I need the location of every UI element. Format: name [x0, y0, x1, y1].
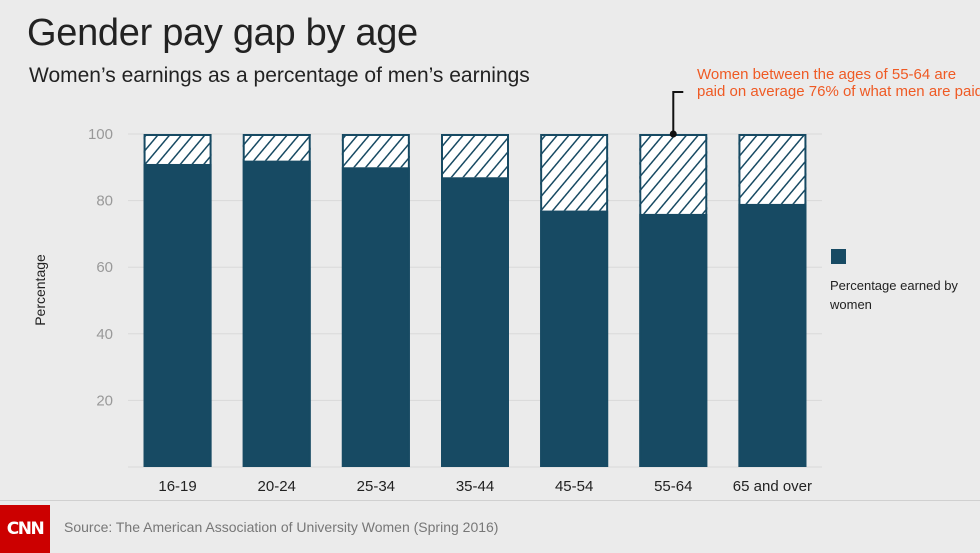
bar-women — [143, 163, 212, 467]
legend-swatch — [831, 249, 846, 264]
x-tick-label: 65 and over — [733, 478, 812, 495]
x-tick-label: 25-34 — [357, 478, 395, 495]
bar-women — [540, 210, 609, 467]
bar-gap-hatch — [242, 134, 311, 161]
x-tick-label: 16-19 — [158, 478, 196, 495]
bar-women — [639, 213, 708, 467]
source-text: Source: The American Association of Univ… — [64, 519, 499, 535]
y-axis-ticks: 20 40 60 80 100 — [88, 126, 113, 409]
bar-outline — [242, 134, 311, 467]
y-tick-label: 100 — [88, 126, 113, 143]
x-tick-label: 55-64 — [654, 478, 692, 495]
x-tick-label: 35-44 — [456, 478, 494, 495]
bar-outline — [143, 134, 212, 467]
bar-outline — [738, 134, 807, 467]
bar-women — [738, 203, 807, 467]
bar-gap-hatch — [738, 134, 807, 204]
y-tick-label: 40 — [96, 326, 113, 343]
bar-women — [341, 167, 410, 468]
bar-gap-hatch — [540, 134, 609, 211]
annotation-dot — [669, 130, 677, 138]
y-tick-label: 80 — [96, 193, 113, 210]
legend-label: Percentage earned by women — [830, 278, 958, 312]
bars — [143, 134, 807, 468]
bar-women — [242, 160, 311, 467]
x-tick-label: 45-54 — [555, 478, 593, 495]
bar-gap-hatch — [143, 134, 212, 164]
annotation-line — [672, 91, 684, 134]
bar-outline — [441, 134, 509, 467]
bar-outline — [540, 134, 609, 467]
y-tick-label: 20 — [96, 392, 113, 409]
bar-gap-hatch — [441, 134, 509, 178]
y-tick-label: 60 — [96, 259, 113, 276]
bar-women — [441, 177, 509, 468]
cnn-logo: CNN — [0, 505, 50, 553]
chart-title: Gender pay gap by age — [27, 12, 418, 54]
bar-gap-hatch — [639, 134, 708, 214]
y-axis-label: Percentage — [32, 254, 48, 326]
bar-chart: 20 40 60 80 100 16-19 20-24 25-34 35-44 45-54 55-… — [88, 91, 822, 495]
bar-gap-hatch — [341, 134, 410, 168]
bar-outline — [341, 134, 410, 467]
x-tick-label: 20-24 — [258, 478, 296, 495]
annotation-pointer — [669, 91, 684, 138]
footer-divider — [0, 500, 980, 501]
annotation-text: Women between the ages of 55-64 are paid… — [697, 66, 980, 100]
x-axis-ticks: 16-19 20-24 25-34 35-44 45-54 55-64 65 and ove… — [158, 478, 812, 495]
chart-subtitle: Women’s earnings as a percentage of men’… — [29, 64, 530, 87]
